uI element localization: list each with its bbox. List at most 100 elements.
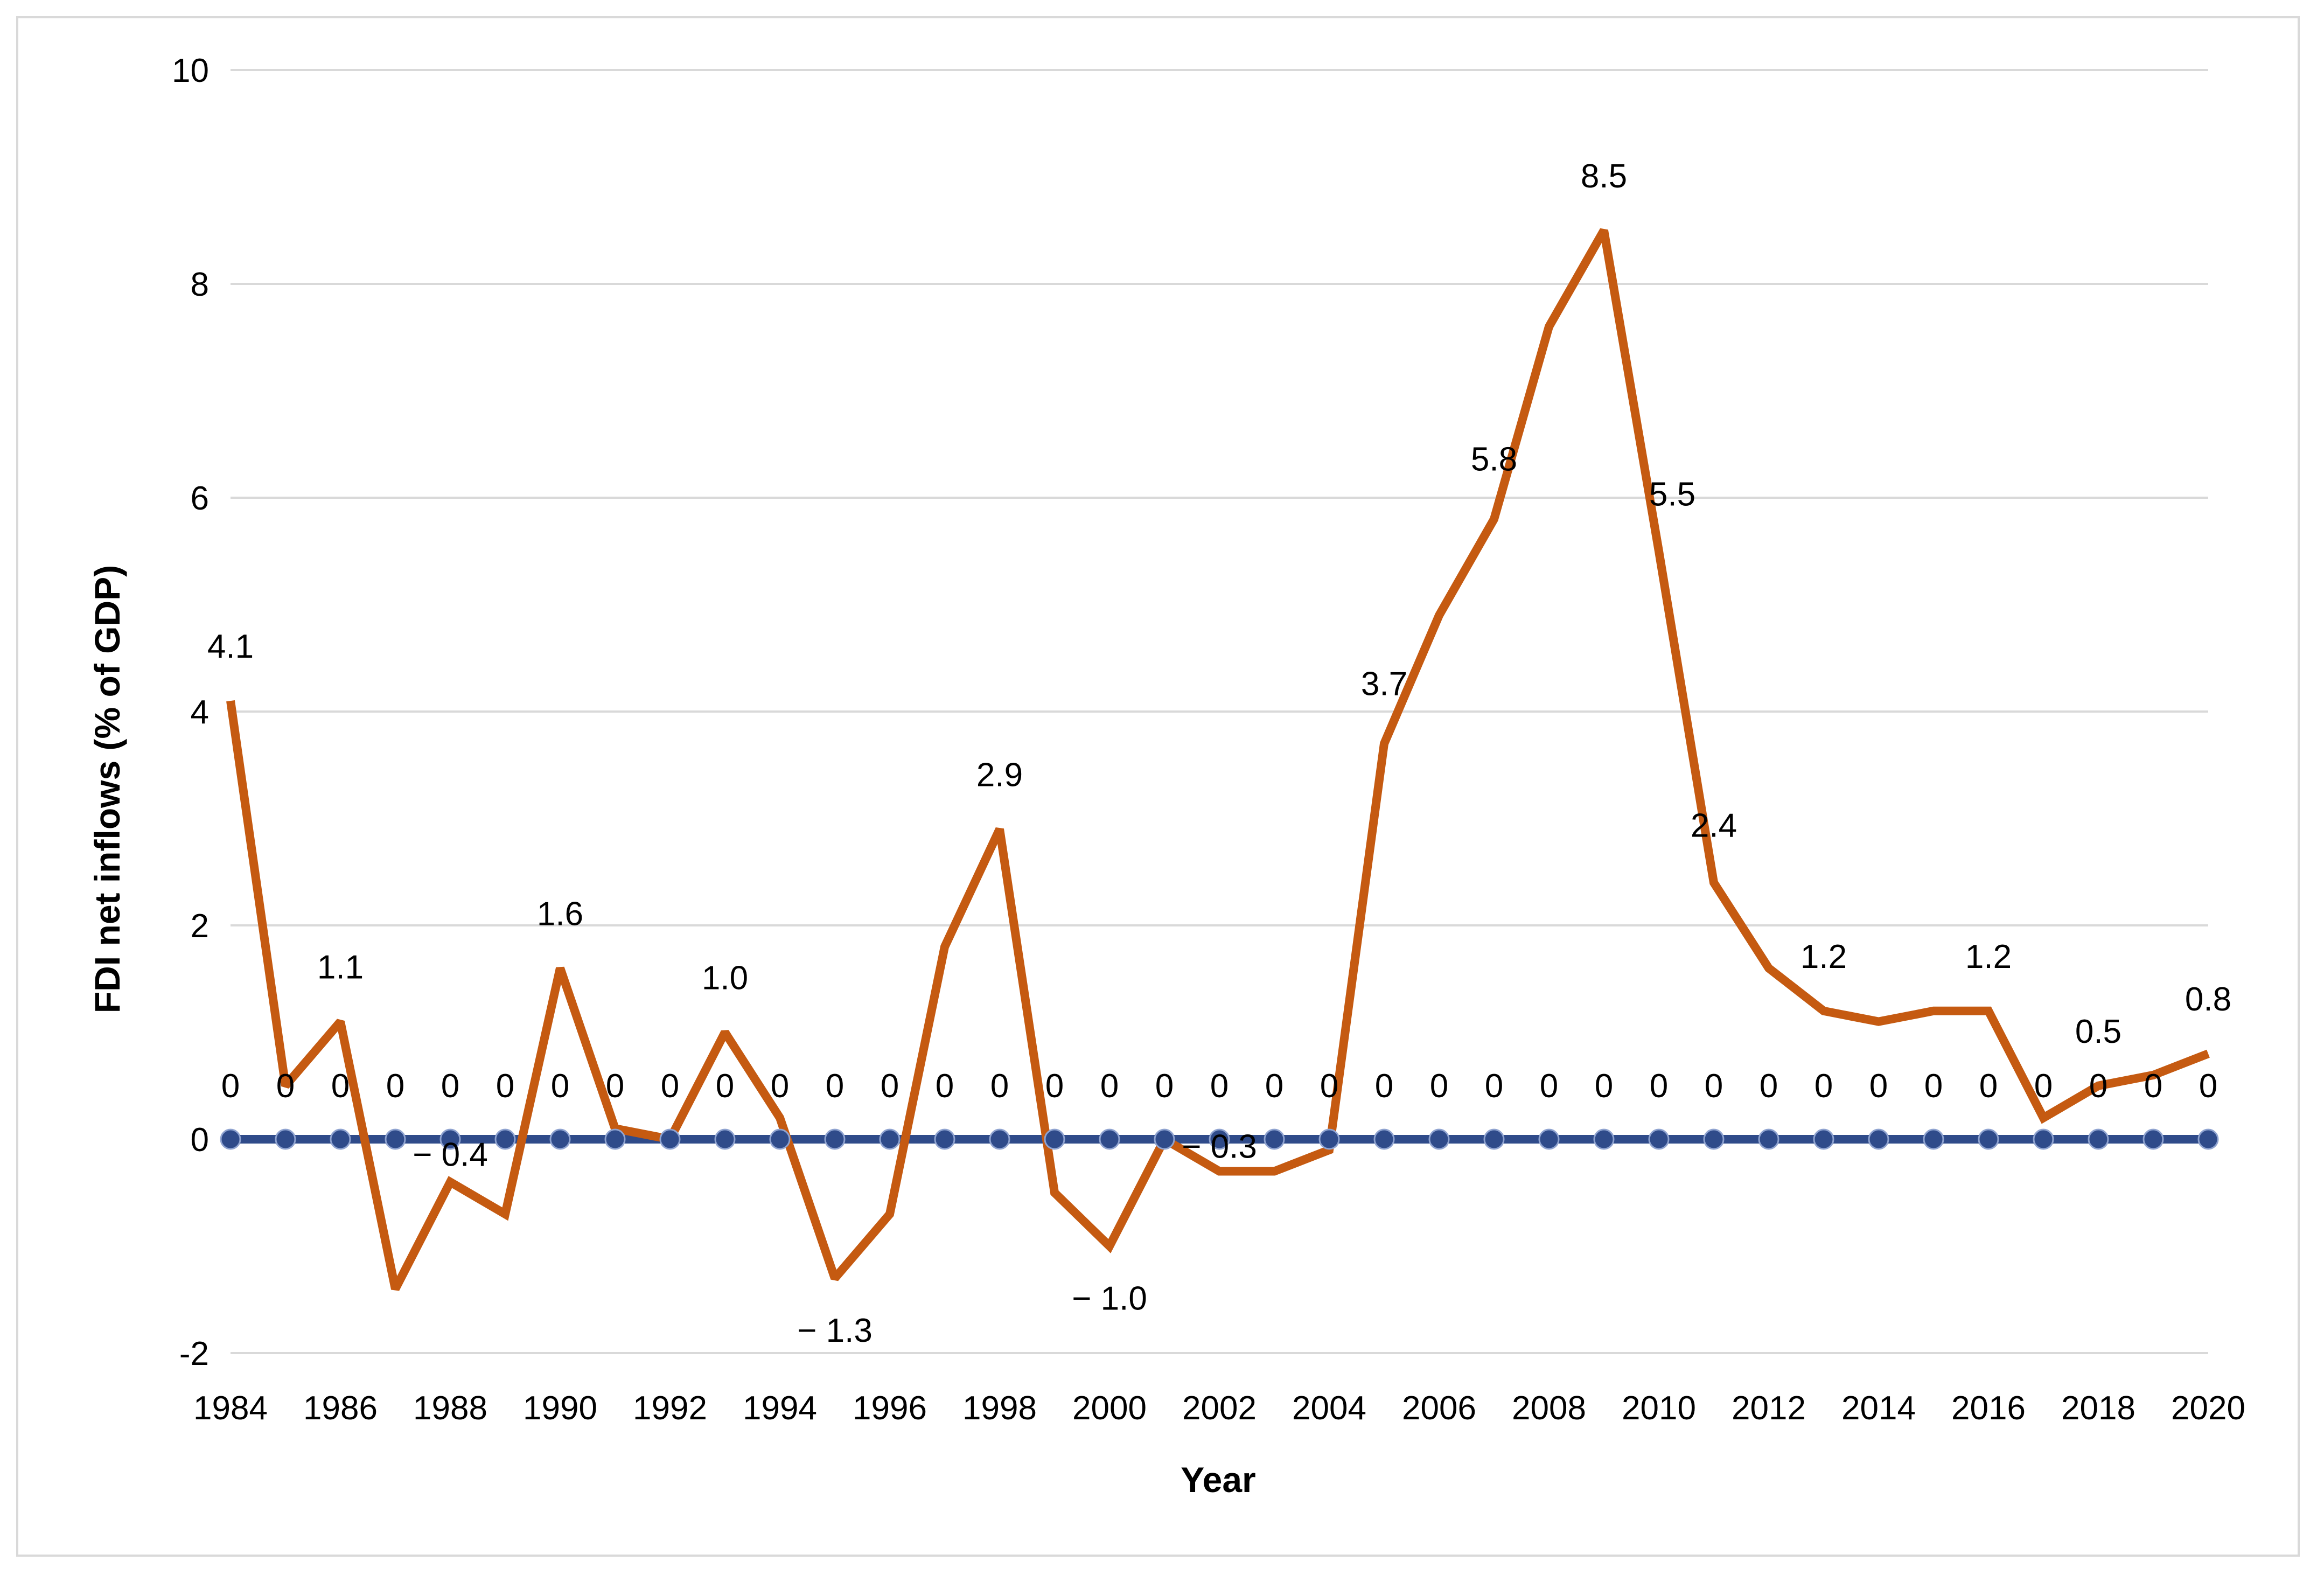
x-tick-label: 2012 xyxy=(1732,1390,1806,1427)
baseline-data-label: 0 xyxy=(716,1068,734,1105)
baseline-point xyxy=(1483,1128,1505,1150)
baseline-point xyxy=(2142,1128,2164,1150)
x-tick-label: 1998 xyxy=(962,1390,1037,1427)
fdi-data-label: − 0.4 xyxy=(413,1136,488,1173)
fdi-data-label: 1.2 xyxy=(1800,938,1847,975)
fdi-data-label: 0.8 xyxy=(2185,981,2231,1018)
fdi-data-label: 2.4 xyxy=(1691,807,1737,845)
baseline-data-label: 0 xyxy=(1705,1068,1723,1105)
data-labels: 0 0 0 0 0 0 0 0 0 0 0 0 0 0 0 0 0 0 0 0 0 0 0 0 0 0 0 0 0 0 0 0 0 0 0 0 04.1… xyxy=(207,158,2231,1349)
y-tick-label: -2 xyxy=(179,1335,209,1372)
baseline-data-label: 0 xyxy=(1760,1068,1778,1105)
baseline-data-label: 0 xyxy=(2034,1068,2053,1105)
baseline-data-label: 0 xyxy=(496,1068,514,1105)
y-tick-label: 2 xyxy=(191,908,209,945)
baseline-point xyxy=(604,1128,626,1150)
x-axis-title: Year xyxy=(1181,1460,1255,1500)
x-tick-label: 1996 xyxy=(853,1390,927,1427)
x-tick-label: 1986 xyxy=(303,1390,378,1427)
baseline-point xyxy=(1703,1128,1725,1150)
baseline-point xyxy=(1428,1128,1450,1150)
baseline-point xyxy=(989,1128,1010,1150)
fdi-data-label: 0.5 xyxy=(2075,1013,2121,1050)
baseline-point xyxy=(934,1128,955,1150)
baseline-data-label: 0 xyxy=(881,1068,899,1105)
fdi-data-label: 4.1 xyxy=(207,628,254,665)
y-tick-label: 0 xyxy=(191,1121,209,1159)
baseline-data-label: 0 xyxy=(386,1068,404,1105)
baseline-point xyxy=(330,1128,351,1150)
fdi-series-line xyxy=(226,228,2210,1291)
y-tick-label: 6 xyxy=(191,480,209,517)
baseline-point xyxy=(1648,1128,1670,1150)
baseline-point xyxy=(2197,1128,2219,1150)
fdi-data-label: 1.0 xyxy=(702,960,748,997)
x-tick-label: 2014 xyxy=(1841,1390,1916,1427)
baseline-point xyxy=(1868,1128,1889,1150)
fdi-data-label: 2.9 xyxy=(976,756,1023,793)
baseline-data-label: 0 xyxy=(2199,1068,2217,1105)
y-axis-ticks: -2 0 2 4 6 8 10 xyxy=(172,52,209,1372)
baseline-data-label: 0 xyxy=(276,1068,295,1105)
x-tick-label: 2000 xyxy=(1072,1390,1147,1427)
baseline-point xyxy=(275,1128,296,1150)
baseline-data-label: 0 xyxy=(441,1068,459,1105)
y-tick-label: 4 xyxy=(191,694,209,731)
baseline-data-label: 0 xyxy=(1375,1068,1393,1105)
fdi-data-label: 3.7 xyxy=(1361,666,1407,703)
baseline-point xyxy=(2088,1128,2109,1150)
baseline-data-label: 0 xyxy=(661,1068,679,1105)
fdi-data-label: 1.1 xyxy=(317,949,364,986)
baseline-point xyxy=(1978,1128,1999,1150)
x-tick-label: 2018 xyxy=(2061,1390,2135,1427)
x-tick-label: 2016 xyxy=(1951,1390,2026,1427)
baseline-data-label: 0 xyxy=(936,1068,954,1105)
baseline-point xyxy=(1264,1128,1285,1150)
baseline-data-label: 0 xyxy=(826,1068,844,1105)
baseline-data-label: 0 xyxy=(1650,1068,1668,1105)
baseline-data-label: 0 xyxy=(1100,1068,1119,1105)
baseline-data-label: 0 xyxy=(771,1068,789,1105)
fdi-data-label: 1.2 xyxy=(1965,938,2012,975)
x-tick-label: 2008 xyxy=(1512,1390,1586,1427)
baseline-data-label: 0 xyxy=(606,1068,624,1105)
baseline-point xyxy=(1318,1128,1340,1150)
baseline-point xyxy=(1538,1128,1560,1150)
baseline-data-label: 0 xyxy=(1814,1068,1833,1105)
baseline-data-label: 0 xyxy=(1265,1068,1283,1105)
baseline-point xyxy=(1923,1128,1944,1150)
baseline-point xyxy=(1813,1128,1834,1150)
baseline-data-label: 0 xyxy=(1924,1068,1943,1105)
baseline-data-label: 0 xyxy=(1485,1068,1503,1105)
chart-frame xyxy=(16,16,2300,1557)
baseline-data-label: 0 xyxy=(1155,1068,1174,1105)
baseline-point xyxy=(1758,1128,1779,1150)
baseline-point xyxy=(714,1128,736,1150)
x-axis-ticks: 1984 1986 1988 1990 1992 1994 1996 1998 2000 2002… xyxy=(193,1390,2245,1427)
x-tick-label: 1990 xyxy=(523,1390,597,1427)
baseline-data-label: 0 xyxy=(1320,1068,1338,1105)
baseline-point xyxy=(1209,1128,1230,1150)
baseline-point xyxy=(824,1128,846,1150)
fdi-data-label: 5.8 xyxy=(1471,441,1517,478)
x-tick-label: 2004 xyxy=(1292,1390,1366,1427)
baseline-point xyxy=(1373,1128,1395,1150)
fdi-data-label: − 1.0 xyxy=(1072,1280,1147,1318)
x-tick-label: 2020 xyxy=(2171,1390,2245,1427)
baseline-data-label: 0 xyxy=(2089,1068,2107,1105)
baseline-data-label: 0 xyxy=(1430,1068,1448,1105)
baseline-point xyxy=(220,1128,241,1150)
x-tick-label: 2006 xyxy=(1402,1390,1476,1427)
baseline-point xyxy=(879,1128,901,1150)
x-tick-label: 1984 xyxy=(193,1390,268,1427)
fdi-data-label: 5.5 xyxy=(1649,476,1695,513)
baseline-data-label: 0 xyxy=(990,1068,1009,1105)
baseline-data-label: 0 xyxy=(1045,1068,1064,1105)
baseline-point xyxy=(549,1128,571,1150)
baseline-data-label: 0 xyxy=(1979,1068,1998,1105)
baseline-point xyxy=(385,1128,406,1150)
fdi-data-label: 1.6 xyxy=(537,895,583,932)
baseline-data-label: 0 xyxy=(1540,1068,1558,1105)
baseline-point xyxy=(769,1128,791,1150)
